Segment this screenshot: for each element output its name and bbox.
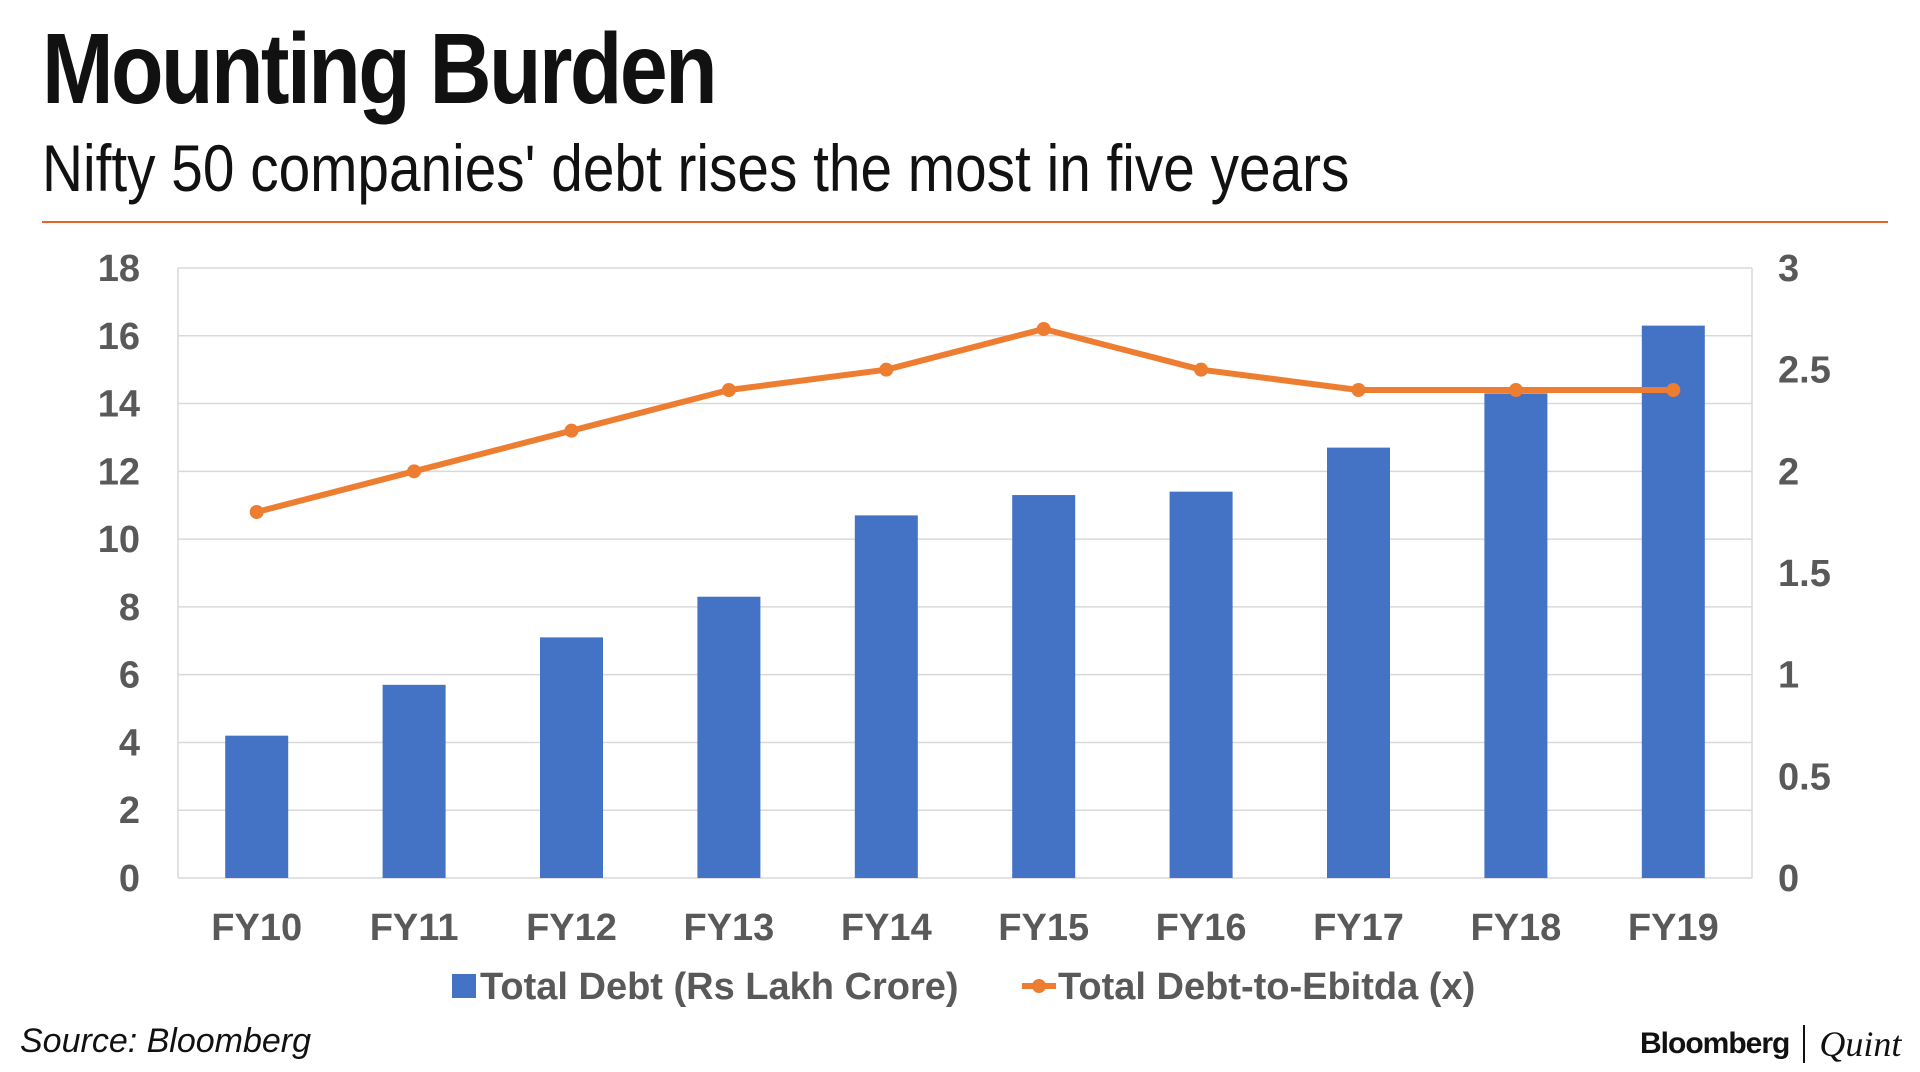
x-tick-label: FY14 <box>841 907 932 949</box>
right-tick-label: 2 <box>1778 451 1799 493</box>
brand-logo: Bloomberg Quint <box>1640 1024 1901 1064</box>
x-tick-label: FY16 <box>1156 907 1247 949</box>
x-tick-label: FY17 <box>1313 907 1404 949</box>
bar <box>382 684 446 878</box>
x-tick-label: FY15 <box>998 907 1089 949</box>
bar <box>697 596 761 878</box>
left-tick-label: 0 <box>119 858 140 900</box>
x-tick-label: FY19 <box>1628 907 1719 949</box>
bar <box>1012 495 1076 878</box>
left-tick-label: 2 <box>119 790 140 832</box>
bar <box>1169 491 1233 878</box>
x-tick-label: FY13 <box>683 907 774 949</box>
line-point <box>407 464 422 479</box>
bar <box>1484 393 1548 878</box>
legend-line-dot <box>1032 979 1046 993</box>
x-tick-label: FY12 <box>526 907 617 949</box>
line-point <box>1036 322 1051 336</box>
left-tick-label: 12 <box>98 451 140 493</box>
left-axis-ticks: 0 2 4 6 8 10 12 14 16 18 <box>98 248 140 900</box>
line-point <box>879 362 894 377</box>
line-point <box>1508 383 1523 397</box>
line-series <box>249 322 1681 519</box>
right-tick-label: 0 <box>1778 858 1799 900</box>
bar <box>1641 325 1705 879</box>
right-tick-label: 1 <box>1778 655 1799 697</box>
right-axis-ticks: 0 0.5 1 1.5 2 2.5 3 <box>1778 248 1831 900</box>
bar <box>1327 447 1390 878</box>
left-tick-label: 10 <box>98 519 140 561</box>
title-divider <box>42 221 1888 223</box>
right-tick-label: 3 <box>1778 248 1799 290</box>
x-tick-label: FY18 <box>1470 907 1561 949</box>
line-point <box>1666 383 1681 397</box>
bar <box>225 735 289 878</box>
bar-series <box>225 325 1705 879</box>
legend: Total Debt (Rs Lakh Crore) Total Debt-to… <box>452 966 1475 1008</box>
right-tick-label: 2.5 <box>1778 350 1831 392</box>
bar <box>854 515 918 878</box>
chart-title: Mounting Burden <box>42 13 718 125</box>
source-note: Source: Bloomberg <box>20 1022 312 1060</box>
line-point <box>721 383 736 397</box>
brand-logo-left: Bloomberg <box>1640 1027 1790 1060</box>
legend-line-label: Total Debt-to-Ebitda (x) <box>1058 966 1475 1008</box>
brand-logo-divider <box>1803 1025 1806 1063</box>
x-tick-label: FY10 <box>211 907 302 949</box>
brand-logo-right: Quint <box>1819 1024 1902 1064</box>
x-axis-ticks: FY10 FY11 FY12 FY13 FY14 FY15 FY16 FY17 FY18 FY19 <box>211 907 1718 949</box>
right-tick-label: 1.5 <box>1778 553 1831 595</box>
x-tick-label: FY11 <box>370 907 459 949</box>
legend-bar-swatch <box>452 974 476 998</box>
left-tick-label: 18 <box>98 248 140 290</box>
line-point <box>1194 362 1209 377</box>
line-point <box>249 505 264 519</box>
left-tick-label: 14 <box>98 384 140 426</box>
right-tick-label: 0.5 <box>1778 756 1831 798</box>
chart-subtitle: Nifty 50 companies' debt rises the most … <box>42 131 1350 205</box>
left-tick-label: 8 <box>119 587 140 629</box>
line-point <box>564 423 579 438</box>
legend-bar-label: Total Debt (Rs Lakh Crore) <box>480 966 959 1008</box>
left-tick-label: 6 <box>119 655 140 697</box>
left-tick-label: 16 <box>98 316 140 358</box>
left-tick-label: 4 <box>119 722 140 764</box>
line-path <box>253 326 1677 515</box>
bar <box>540 637 603 878</box>
line-point <box>1351 383 1366 397</box>
